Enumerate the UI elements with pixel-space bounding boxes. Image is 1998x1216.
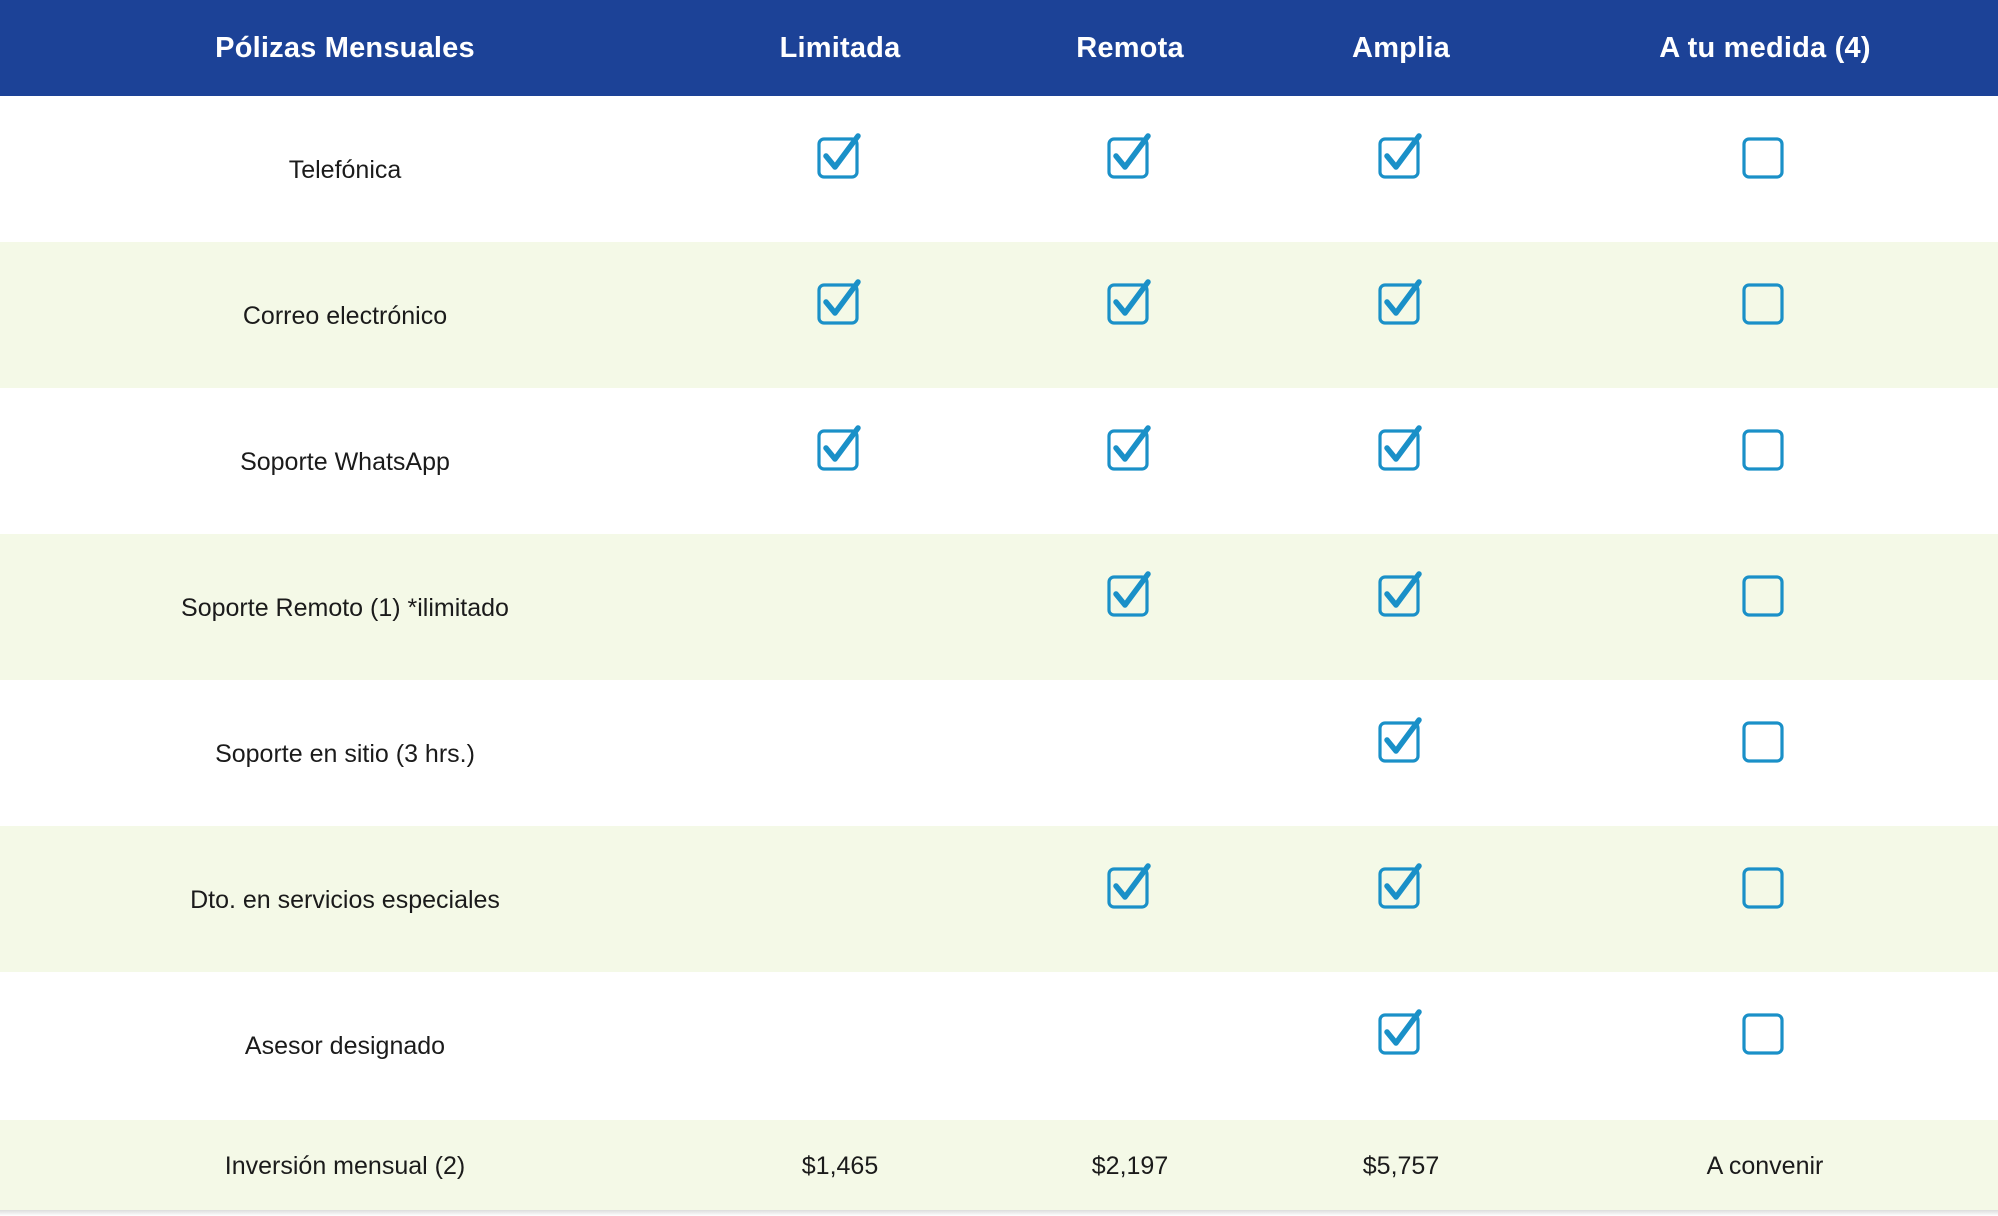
check-cell-remota <box>990 534 1270 680</box>
check-cell-amplia <box>1270 96 1532 242</box>
check-cell-a-tu-medida <box>1532 388 1998 534</box>
table-row: Soporte Remoto (1) *ilimitado <box>0 534 1998 680</box>
check-cell-amplia <box>1270 388 1532 534</box>
feature-label: Correo electrónico <box>242 301 448 330</box>
check-cell-limitada <box>690 534 990 680</box>
check-cell-remota <box>990 826 1270 972</box>
table-bottom-shadow <box>0 1210 1998 1216</box>
checked-checkbox-icon[interactable] <box>816 132 864 180</box>
empty-checkbox-icon[interactable] <box>1741 278 1789 326</box>
table-row: Dto. en servicios especiales <box>0 826 1998 972</box>
check-cell-limitada <box>690 972 990 1118</box>
feature-label: Soporte Remoto (1) *ilimitado <box>181 593 509 622</box>
check-cell-amplia <box>1270 972 1532 1118</box>
check-cell-limitada <box>690 680 990 826</box>
empty-checkbox-icon[interactable] <box>1741 132 1789 180</box>
checked-checkbox-icon[interactable] <box>1377 862 1425 910</box>
checked-checkbox-icon[interactable] <box>1106 862 1154 910</box>
checked-checkbox-icon[interactable] <box>1106 570 1154 618</box>
checked-checkbox-icon[interactable] <box>1106 278 1154 326</box>
empty-checkbox-icon[interactable] <box>1741 570 1789 618</box>
header-a-tu-medida: A tu medida (4) <box>1659 31 1871 64</box>
checked-checkbox-icon[interactable] <box>1106 424 1154 472</box>
empty-checkbox-icon[interactable] <box>1741 862 1789 910</box>
empty-checkbox-icon[interactable] <box>1741 716 1789 764</box>
header-amplia: Amplia <box>1352 31 1450 64</box>
empty-checkbox-icon[interactable] <box>1741 424 1789 472</box>
feature-label: Telefónica <box>288 155 402 184</box>
footer-label: Inversión mensual (2) <box>224 1151 466 1180</box>
check-cell-remota <box>990 680 1270 826</box>
check-cell-a-tu-medida <box>1532 972 1998 1118</box>
checked-checkbox-icon[interactable] <box>1377 132 1425 180</box>
table-row: Asesor designado <box>0 972 1998 1118</box>
check-cell-amplia <box>1270 680 1532 826</box>
feature-label-cell: Correo electrónico <box>0 242 690 388</box>
feature-label: Dto. en servicios especiales <box>190 885 500 914</box>
check-cell-limitada <box>690 826 990 972</box>
check-cell-amplia <box>1270 242 1532 388</box>
price-amplia: $5,757 <box>1362 1151 1440 1180</box>
checked-checkbox-icon[interactable] <box>1377 1008 1425 1056</box>
check-cell-amplia <box>1270 826 1532 972</box>
checked-checkbox-icon[interactable] <box>1377 716 1425 764</box>
table-row: Soporte WhatsApp <box>0 388 1998 534</box>
header-limitada: Limitada <box>779 31 901 64</box>
check-cell-a-tu-medida <box>1532 680 1998 826</box>
table-footer-row: Inversión mensual (2) $1,465 $2,197 $5,7… <box>0 1120 1998 1212</box>
feature-label-cell: Asesor designado <box>0 972 690 1118</box>
check-cell-remota <box>990 972 1270 1118</box>
feature-label: Soporte WhatsApp <box>240 447 450 476</box>
feature-label-cell: Soporte Remoto (1) *ilimitado <box>0 534 690 680</box>
check-cell-limitada <box>690 242 990 388</box>
header-policies: Pólizas Mensuales <box>215 31 475 64</box>
price-limitada: $1,465 <box>801 1151 879 1180</box>
checked-checkbox-icon[interactable] <box>1377 424 1425 472</box>
feature-label: Soporte en sitio (3 hrs.) <box>215 739 475 768</box>
check-cell-a-tu-medida <box>1532 242 1998 388</box>
check-cell-remota <box>990 388 1270 534</box>
feature-label-cell: Soporte WhatsApp <box>0 388 690 534</box>
checked-checkbox-icon[interactable] <box>1106 132 1154 180</box>
check-cell-remota <box>990 96 1270 242</box>
check-cell-a-tu-medida <box>1532 534 1998 680</box>
table-row: Soporte en sitio (3 hrs.) <box>0 680 1998 826</box>
checked-checkbox-icon[interactable] <box>1377 278 1425 326</box>
check-cell-amplia <box>1270 534 1532 680</box>
price-remota: $2,197 <box>1091 1151 1169 1180</box>
feature-label-cell: Soporte en sitio (3 hrs.) <box>0 680 690 826</box>
check-cell-a-tu-medida <box>1532 96 1998 242</box>
header-remota: Remota <box>1076 31 1184 64</box>
checked-checkbox-icon[interactable] <box>1377 570 1425 618</box>
table-header: Pólizas Mensuales Limitada Remota Amplia… <box>0 0 1998 96</box>
empty-checkbox-icon[interactable] <box>1741 1008 1789 1056</box>
table-row: Telefónica <box>0 96 1998 242</box>
price-a-tu-medida: A convenir <box>1706 1151 1824 1180</box>
checked-checkbox-icon[interactable] <box>816 424 864 472</box>
table-row: Correo electrónico <box>0 242 1998 388</box>
checked-checkbox-icon[interactable] <box>816 278 864 326</box>
check-cell-limitada <box>690 388 990 534</box>
check-cell-a-tu-medida <box>1532 826 1998 972</box>
feature-label-cell: Telefónica <box>0 96 690 242</box>
check-cell-limitada <box>690 96 990 242</box>
feature-label-cell: Dto. en servicios especiales <box>0 826 690 972</box>
feature-label: Asesor designado <box>244 1031 446 1060</box>
check-cell-remota <box>990 242 1270 388</box>
